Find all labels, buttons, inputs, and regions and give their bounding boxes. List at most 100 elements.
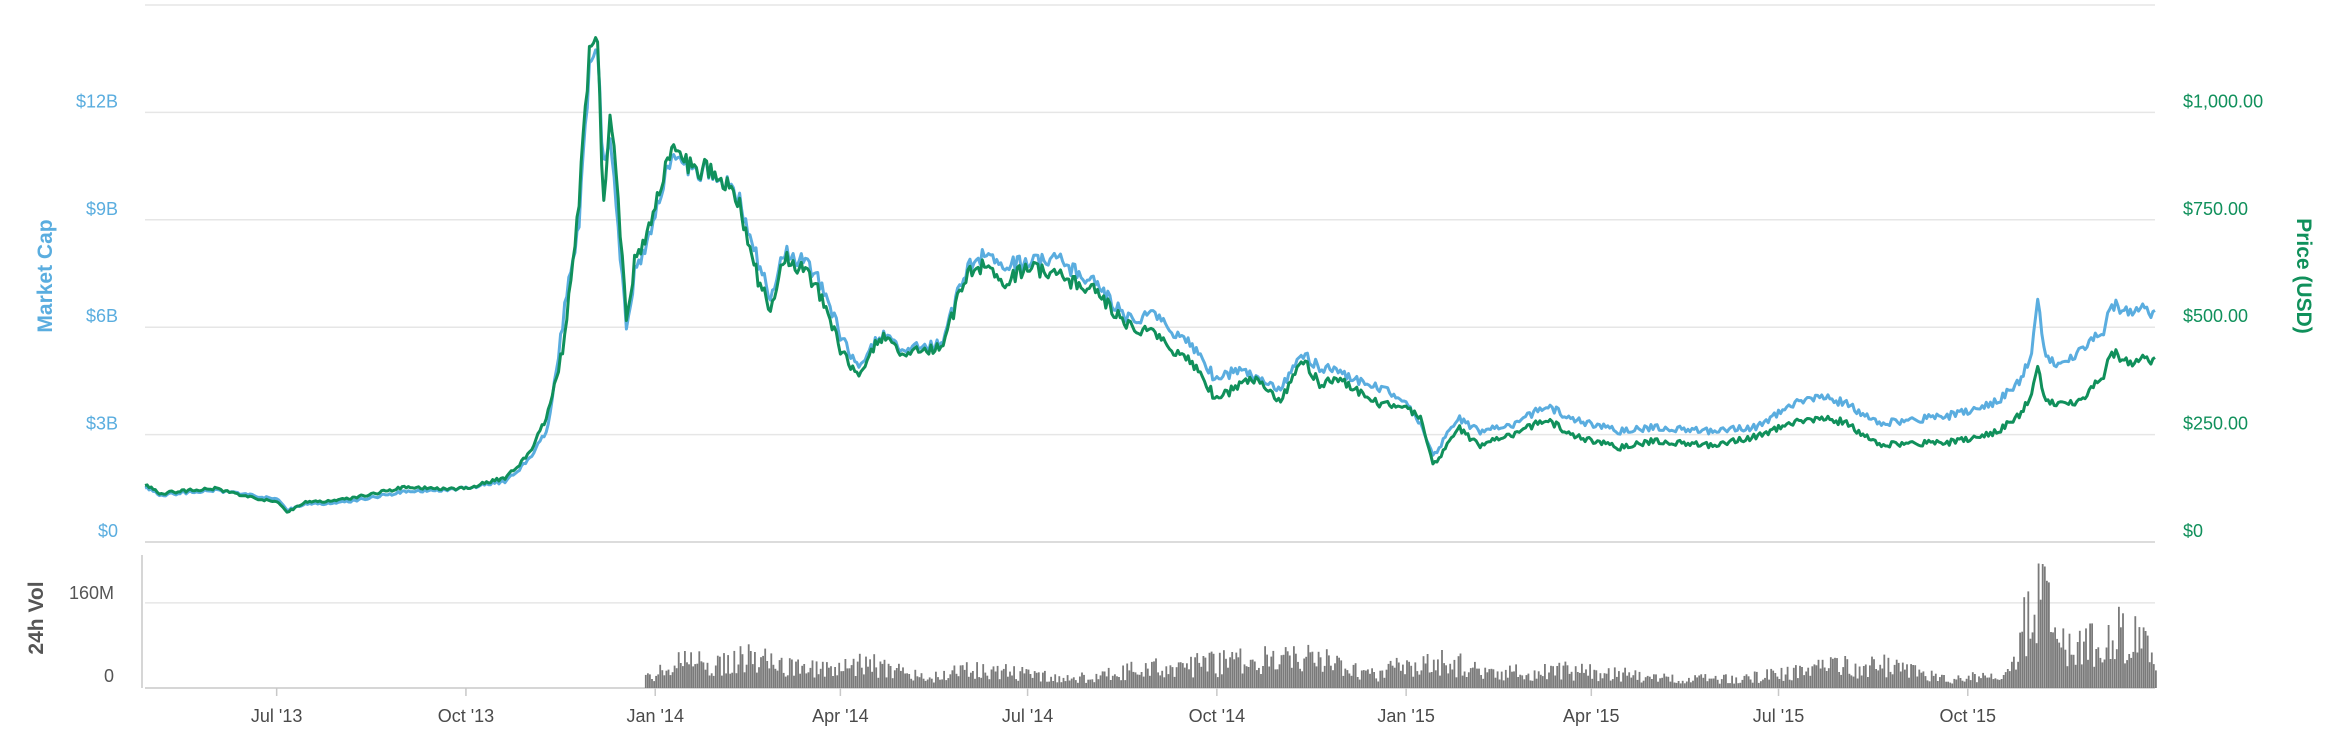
volume-bar — [2085, 628, 2087, 688]
volume-bar — [904, 673, 906, 688]
volume-bar — [2134, 616, 2137, 688]
volume-bar — [2083, 641, 2085, 688]
volume-bar — [725, 673, 727, 688]
volume-bar — [2017, 661, 2019, 688]
volume-bar — [2152, 664, 2155, 688]
volume-bar — [1354, 663, 1357, 688]
volume-bar — [1515, 664, 1517, 688]
volume-bar — [1572, 680, 1575, 688]
volume-bar — [1344, 668, 1347, 688]
volume-bar — [1809, 675, 1812, 688]
volume-bar — [692, 666, 694, 688]
volume-bar — [1385, 669, 1388, 688]
volume-bar — [675, 668, 678, 688]
volume-bar — [2060, 647, 2063, 688]
volume-bar — [1488, 669, 1491, 688]
volume-bar — [1116, 676, 1118, 688]
left-axis-ticks: $0 $3B $6B $9B $12B — [76, 91, 118, 541]
volume-bar — [1760, 681, 1762, 688]
volume-bar — [916, 676, 919, 688]
volume-bar — [1692, 680, 1694, 688]
volume-bar — [1790, 680, 1793, 688]
volume-bar — [1718, 683, 1721, 688]
volume-tick-label: 0 — [104, 666, 114, 686]
volume-bar — [1998, 679, 2001, 688]
volume-bar — [1085, 682, 1087, 688]
volume-bar — [943, 670, 945, 688]
volume-bar — [1432, 659, 1435, 688]
volume-bar — [1677, 681, 1680, 688]
volume-bar — [1959, 678, 1962, 688]
volume-bar — [2043, 566, 2046, 688]
volume-bar — [2066, 666, 2069, 688]
right-tick-label: $500.00 — [2183, 306, 2248, 326]
volume-bar — [690, 652, 692, 688]
volume-bar — [766, 661, 769, 688]
volume-bar — [840, 671, 843, 688]
volume-bar — [698, 651, 701, 688]
volume-bar — [1593, 669, 1596, 688]
volume-bar — [980, 677, 983, 688]
volume-bar — [745, 664, 748, 688]
volume-bar — [1784, 674, 1787, 688]
volume-bar — [1688, 677, 1690, 688]
volume-bar — [1313, 662, 1316, 688]
volume-bar — [1101, 671, 1104, 688]
volume-bar — [1943, 675, 1945, 688]
volume-bar — [1712, 678, 1715, 688]
volume-bar — [1651, 679, 1653, 688]
volume-bar — [1175, 667, 1178, 688]
volume-bar — [992, 666, 995, 688]
volume-bar — [644, 674, 647, 688]
volume-bar — [2111, 640, 2114, 688]
volume-bar — [1074, 680, 1077, 688]
volume-bar — [1441, 650, 1443, 688]
volume-bar — [1659, 678, 1661, 688]
volume-bar — [1908, 677, 1910, 688]
x-tick-label: Jan '14 — [626, 706, 683, 726]
volume-bar — [673, 665, 676, 688]
volume-bar — [1581, 663, 1583, 688]
volume-bar — [716, 655, 719, 688]
volume-bar — [1906, 664, 1908, 688]
volume-bar — [1042, 672, 1044, 688]
volume-bar — [737, 664, 740, 688]
volume-bar — [1961, 680, 1964, 688]
volume-bar — [1552, 666, 1554, 688]
volume-bar — [1138, 674, 1141, 688]
volume-bar — [1395, 657, 1398, 688]
volume-bar — [1017, 680, 1020, 688]
volume-bar — [2041, 564, 2044, 688]
volume-bar — [657, 674, 660, 688]
volume-bar — [1457, 656, 1460, 688]
volume-bar — [1391, 665, 1394, 688]
volume-bar — [1083, 674, 1085, 688]
volume-bar — [1046, 681, 1048, 688]
volume-bar — [1613, 667, 1616, 688]
volume-bar — [2144, 631, 2147, 688]
volume-bar — [1782, 680, 1785, 688]
volume-bar — [1821, 659, 1824, 688]
volume-bar — [832, 676, 834, 688]
volume-bar — [2107, 625, 2110, 688]
volume-bar — [1671, 674, 1674, 688]
volume-bar — [1478, 668, 1480, 688]
volume-bar — [1278, 664, 1281, 688]
volume-bar — [809, 667, 812, 688]
volume-bar — [1231, 652, 1234, 688]
volume-bar — [1537, 671, 1540, 688]
volume-bar — [953, 665, 956, 688]
volume-bar — [696, 663, 699, 688]
volume-bar — [1875, 669, 1877, 688]
volume-bar — [1013, 666, 1015, 688]
volume-bar — [788, 658, 791, 688]
volume-bar — [1618, 671, 1620, 688]
volume-bar — [1404, 674, 1406, 688]
volume-bar — [1976, 682, 1978, 688]
volume-bar — [1011, 675, 1013, 688]
volume-bar — [1685, 681, 1688, 688]
volume-bar — [1284, 647, 1287, 688]
volume-bar — [1823, 667, 1826, 688]
volume-bar — [756, 672, 758, 688]
volume-bar — [1969, 680, 1972, 688]
